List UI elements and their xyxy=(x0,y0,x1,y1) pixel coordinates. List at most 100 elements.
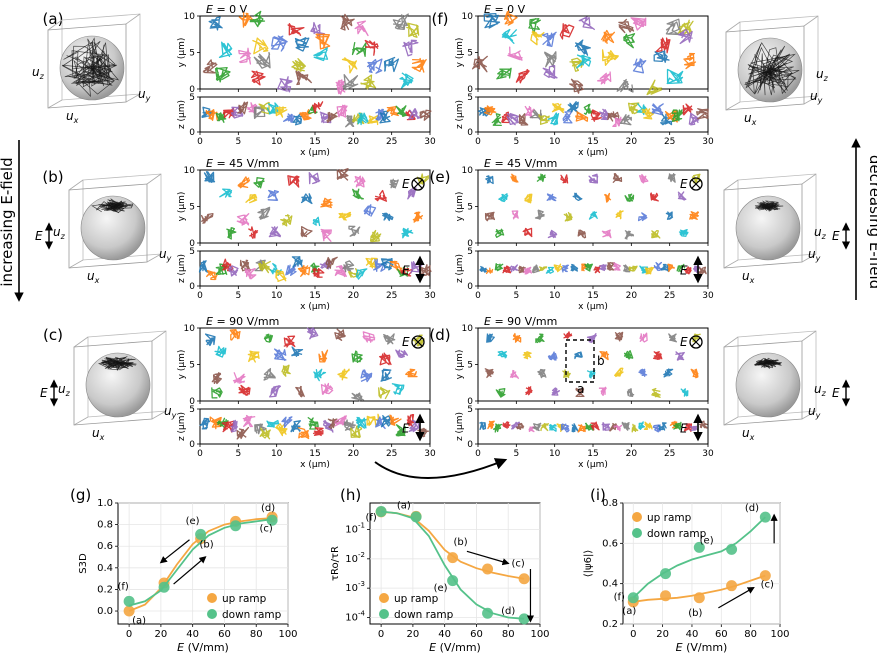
particle-trajectory xyxy=(590,109,602,122)
x-tick-label: 30 xyxy=(702,137,714,147)
point-annotation: (b) xyxy=(454,537,468,548)
particle-trajectory xyxy=(524,105,535,119)
axis-label: z (μm) xyxy=(177,100,187,129)
field-symbol: E xyxy=(832,386,840,400)
particle-trajectory xyxy=(238,12,254,28)
particle-trajectory xyxy=(342,74,359,91)
x-tick-label: 60 xyxy=(218,629,231,640)
field-into-page-icon-x2 xyxy=(413,337,423,347)
particle-trajectory xyxy=(619,114,632,126)
particle-trajectory xyxy=(392,13,409,30)
y-tick-label: 5 xyxy=(189,247,195,257)
point-annotation: (a) xyxy=(622,606,636,617)
particle-trajectory xyxy=(507,46,523,61)
field-symbol: E xyxy=(402,335,410,349)
particle-trajectory xyxy=(242,414,256,428)
unit-cell-box xyxy=(565,339,595,383)
particle-trajectory xyxy=(665,18,682,36)
point-annotation: (b) xyxy=(200,540,214,551)
down-ramp-arrow xyxy=(159,539,190,564)
particle-trajectory xyxy=(561,264,570,273)
particle-trajectory xyxy=(668,333,678,343)
particle-trajectory xyxy=(563,211,573,222)
particle-trajectory xyxy=(551,102,565,114)
ux-axis-label: ux xyxy=(742,269,755,285)
particle-trajectory xyxy=(253,106,266,120)
x-tick-label: 25 xyxy=(664,137,675,147)
particle-trajectory xyxy=(667,263,675,273)
particle-trajectory xyxy=(601,229,612,239)
particle-trajectory xyxy=(692,333,701,343)
particle-trajectory xyxy=(281,364,291,377)
particle-trajectory xyxy=(299,109,312,121)
particle-trajectory xyxy=(280,214,293,227)
chart-label: (i) xyxy=(590,486,606,504)
particle-trajectory xyxy=(283,113,295,123)
particle-trajectory xyxy=(203,171,216,184)
point-annotation: (b) xyxy=(688,608,702,619)
axis-label: z (μm) xyxy=(455,412,465,441)
particle-trajectory xyxy=(343,419,356,431)
particle-trajectory xyxy=(518,113,529,126)
y-tick-label: 10 xyxy=(184,324,196,334)
particle-trajectory xyxy=(350,425,363,439)
particle-trajectory xyxy=(601,422,611,431)
y-tick-label: 0.6 xyxy=(97,541,113,552)
particle-trajectory xyxy=(245,193,258,204)
particle-trajectory xyxy=(315,33,331,50)
x-tick-label: 25 xyxy=(386,291,397,301)
particle-trajectory xyxy=(354,20,369,37)
particle-trajectory xyxy=(658,422,667,431)
axis-label: y (μm) xyxy=(455,192,465,222)
particle-trajectory xyxy=(547,112,560,126)
y-tick-label: 0 xyxy=(189,397,195,407)
x-tick-label: 30 xyxy=(702,449,714,459)
particle-trajectory xyxy=(485,175,494,185)
data-point-up xyxy=(759,570,771,582)
legend-marker xyxy=(207,593,217,603)
particle-trajectory xyxy=(638,421,646,430)
particle-trajectory xyxy=(544,51,557,68)
particle-trajectory xyxy=(291,256,304,269)
particle-trajectory xyxy=(310,21,326,38)
point-annotation: (e) xyxy=(434,583,448,594)
particle-trajectory xyxy=(560,423,570,433)
x-tick-label: 20 xyxy=(348,449,360,459)
x-tick-label: 80 xyxy=(250,629,263,640)
cube-edge xyxy=(47,99,63,109)
particle-trajectory xyxy=(312,216,321,227)
particle-trajectory xyxy=(623,264,631,273)
particle-trajectory xyxy=(219,188,233,198)
particle-trajectory xyxy=(342,260,355,273)
particle-trajectory xyxy=(285,264,297,276)
data-point-up xyxy=(482,563,494,575)
x-tick-label: 30 xyxy=(424,291,436,301)
legend-entry: up ramp xyxy=(647,512,692,524)
axis-label: y (μm) xyxy=(455,350,465,380)
y-tick-label: 10 xyxy=(462,12,474,22)
orientation-trajectory xyxy=(91,198,134,214)
x-tick-label: 20 xyxy=(626,137,638,147)
particle-trajectory xyxy=(230,419,238,433)
y-tick-label: 0 xyxy=(467,85,473,95)
particle-trajectory xyxy=(479,265,488,273)
field-value-label: E = 45 V/mm xyxy=(206,157,279,170)
particle-trajectory xyxy=(553,263,563,273)
particle-trajectory xyxy=(614,367,624,378)
particle-trajectory xyxy=(680,388,689,397)
particle-trajectory xyxy=(628,265,638,272)
particle-trajectory xyxy=(336,167,349,181)
particle-trajectory xyxy=(675,351,685,361)
particle-trajectory xyxy=(258,101,271,115)
particle-trajectory xyxy=(318,349,329,363)
particle-trajectory xyxy=(515,68,530,84)
particle-trajectory xyxy=(612,173,623,183)
y-tick-label: 0.8 xyxy=(97,520,113,531)
particle-trajectory xyxy=(295,385,305,398)
particle-trajectory xyxy=(643,421,653,430)
particle-trajectory xyxy=(471,55,488,73)
data-point-up xyxy=(518,573,530,585)
particle-trajectory xyxy=(665,211,674,220)
